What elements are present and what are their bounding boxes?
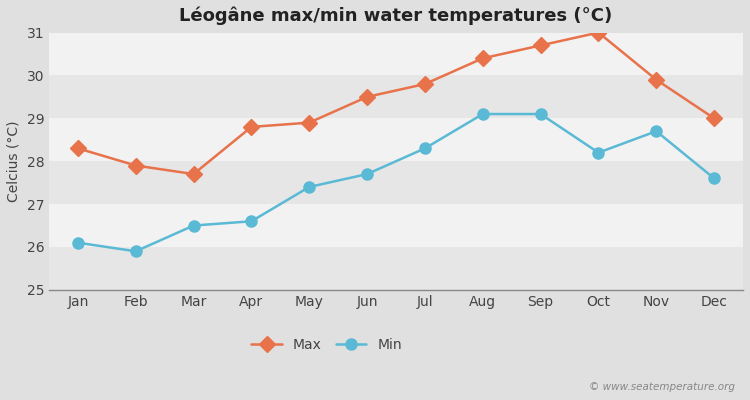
Bar <box>49 247 743 290</box>
Min <box>304 184 313 189</box>
Max <box>74 146 82 151</box>
Line: Min: Min <box>72 108 720 257</box>
Y-axis label: Celcius (°C): Celcius (°C) <box>7 120 21 202</box>
Bar <box>49 32 743 76</box>
Bar <box>49 118 743 161</box>
Min <box>421 146 430 151</box>
Title: Léogâne max/min water temperatures (°C): Léogâne max/min water temperatures (°C) <box>179 7 613 26</box>
Max <box>362 94 371 99</box>
Min <box>478 112 488 116</box>
Bar <box>49 76 743 118</box>
Max <box>131 163 140 168</box>
Max <box>594 30 603 35</box>
Min <box>131 249 140 254</box>
Min <box>247 219 256 224</box>
Max <box>189 172 198 176</box>
Min <box>710 176 718 181</box>
Max <box>536 43 545 48</box>
Max <box>304 120 313 125</box>
Max <box>247 124 256 129</box>
Max <box>710 116 718 121</box>
Bar <box>49 161 743 204</box>
Max <box>652 77 661 82</box>
Legend: Max, Min: Max, Min <box>246 333 407 358</box>
Max <box>478 56 488 61</box>
Min <box>594 150 603 155</box>
Min <box>189 223 198 228</box>
Line: Max: Max <box>72 27 720 180</box>
Min <box>362 172 371 176</box>
Text: © www.seatemperature.org: © www.seatemperature.org <box>589 382 735 392</box>
Min <box>652 129 661 134</box>
Min <box>536 112 545 116</box>
Min <box>74 240 82 245</box>
Bar <box>49 204 743 247</box>
Max <box>421 82 430 86</box>
